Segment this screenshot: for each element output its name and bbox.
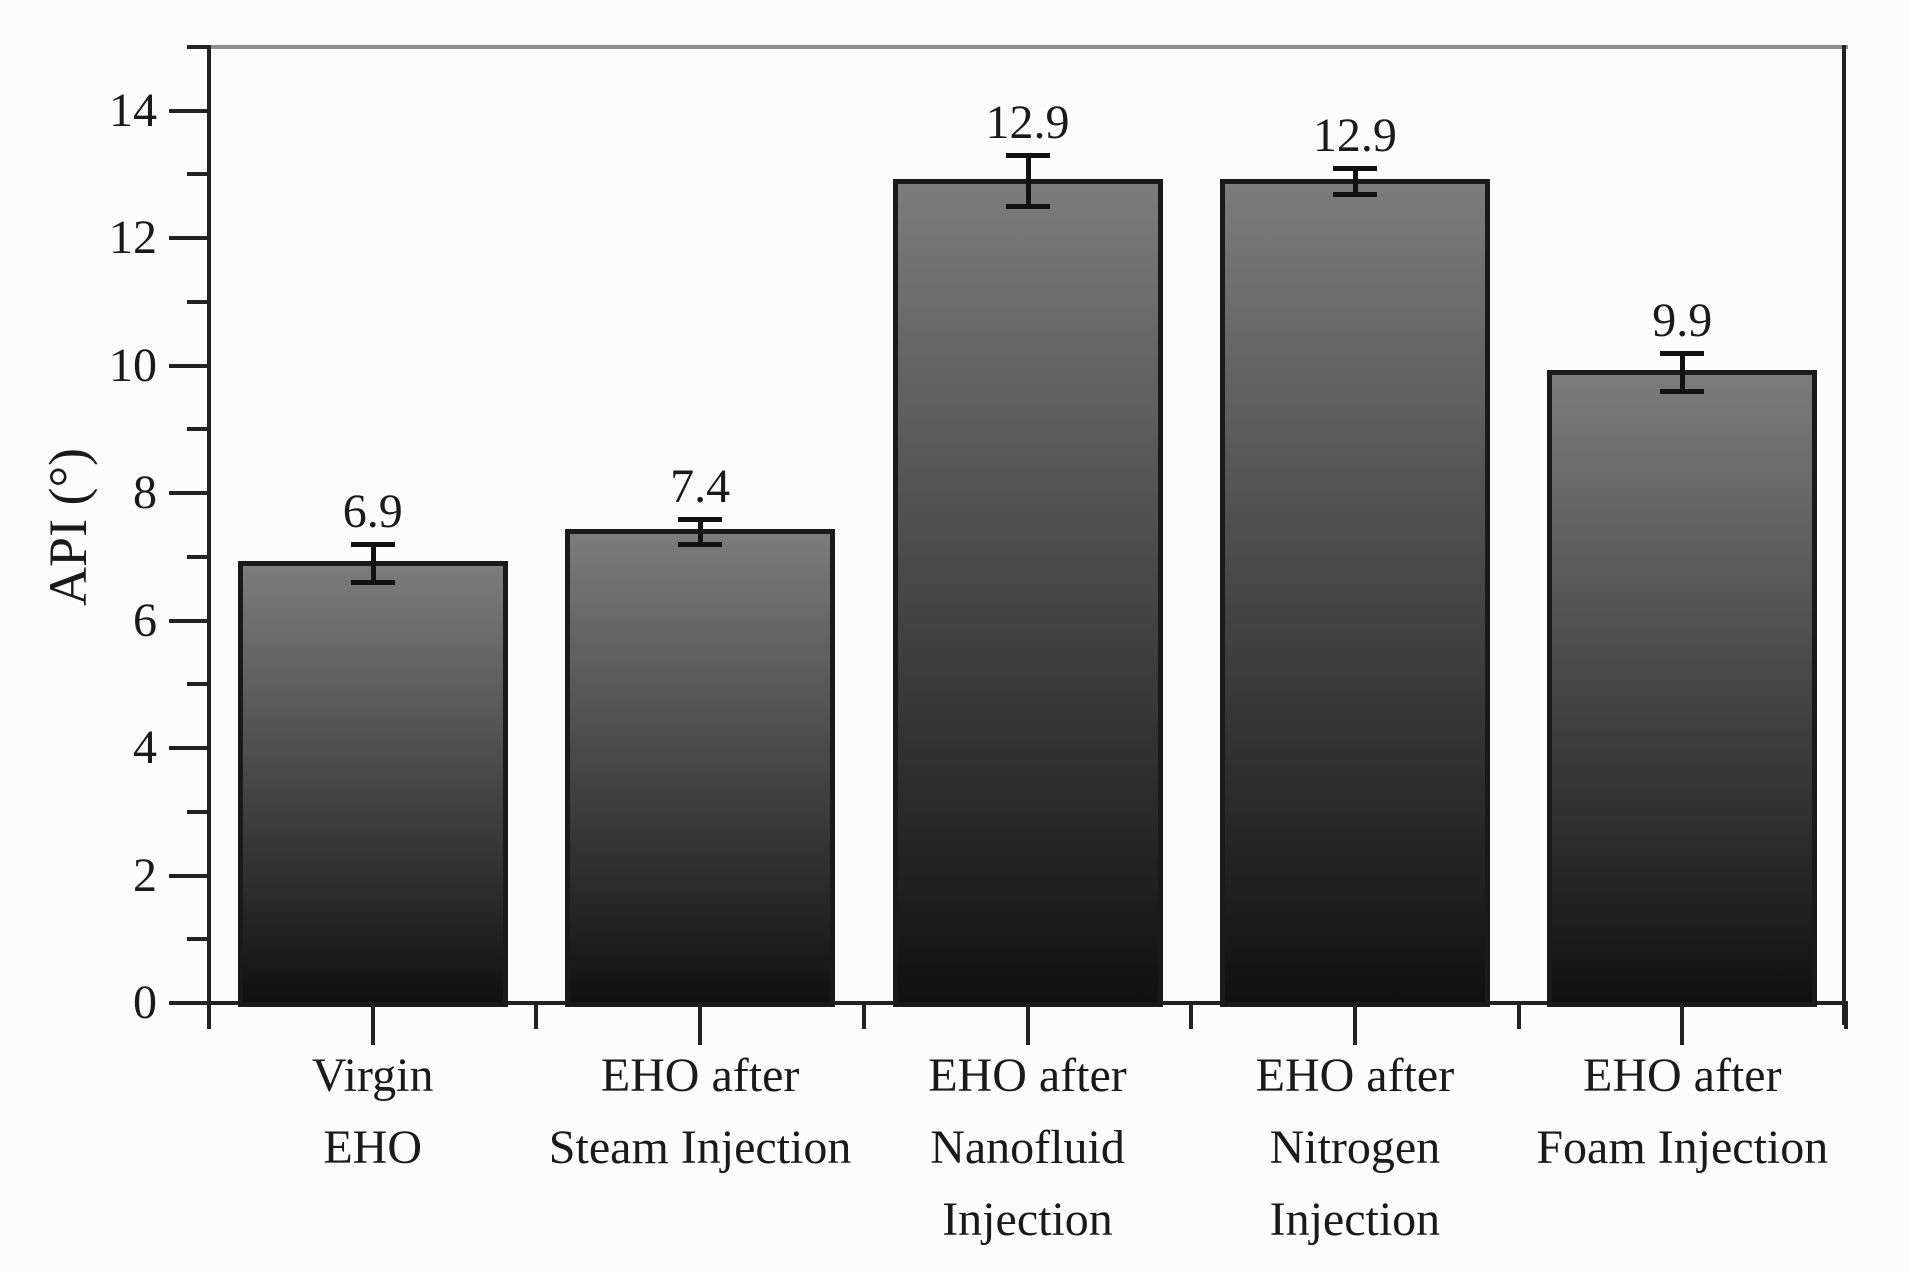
error-bar-stem — [1680, 352, 1686, 392]
y-minor-tick — [187, 809, 209, 814]
y-minor-tick — [187, 554, 209, 559]
x-major-tick — [1025, 1003, 1030, 1045]
bar-value-label: 9.9 — [1652, 293, 1713, 347]
x-category-label: EHO after — [600, 1049, 800, 1102]
x-category-label: Steam Injection — [548, 1121, 852, 1174]
y-minor-tick — [187, 682, 209, 687]
x-minor-tick — [861, 1003, 866, 1029]
x-major-tick — [1680, 1003, 1685, 1045]
y-minor-tick — [187, 45, 209, 49]
y-major-tick — [169, 363, 209, 368]
y-major-tick — [169, 108, 209, 113]
y-minor-tick — [187, 172, 209, 177]
error-bar-cap-top — [1005, 153, 1050, 159]
x-category-label: Foam Injection — [1536, 1121, 1829, 1174]
error-bar-stem — [1352, 168, 1358, 194]
error-bar-cap-top — [1332, 166, 1377, 172]
error-bar-stem — [1025, 155, 1031, 207]
y-axis-spine — [207, 45, 211, 1025]
error-bar-stem — [698, 518, 704, 545]
x-category-label: Nanofluid — [930, 1121, 1125, 1174]
y-minor-tick — [187, 427, 209, 432]
plot-border-right — [1842, 45, 1846, 1025]
x-category-label: EHO after — [1255, 1049, 1455, 1102]
bar-value-label: 12.9 — [985, 96, 1070, 150]
bar — [1547, 370, 1818, 1007]
x-minor-tick — [1189, 1003, 1194, 1029]
x-major-tick — [698, 1003, 703, 1045]
bar — [1219, 178, 1490, 1007]
error-bar-cap-bottom — [1332, 191, 1377, 197]
x-minor-tick — [534, 1003, 539, 1029]
bar-value-label: 12.9 — [1312, 109, 1397, 163]
y-tick-label: 6 — [133, 593, 157, 647]
bar — [565, 529, 836, 1007]
y-major-tick — [169, 873, 209, 878]
x-major-tick — [1352, 1003, 1357, 1045]
x-category-label: Injection — [1269, 1193, 1441, 1246]
y-major-tick — [169, 1001, 209, 1005]
error-bar-stem — [370, 544, 376, 583]
y-major-tick — [169, 746, 209, 751]
x-category-label: EHO after — [928, 1049, 1127, 1102]
error-bar-cap-bottom — [1660, 389, 1705, 395]
x-category-label: Nitrogen — [1269, 1121, 1441, 1174]
y-tick-label: 10 — [109, 338, 157, 392]
error-bar-cap-bottom — [350, 580, 395, 586]
x-minor-tick — [1844, 1003, 1848, 1029]
x-category-label: Injection — [942, 1193, 1113, 1246]
error-bar-cap-top — [1660, 350, 1705, 356]
x-category-label: EHO — [323, 1121, 423, 1174]
error-bar-cap-bottom — [678, 542, 723, 548]
y-tick-label: 14 — [109, 83, 157, 137]
x-category-label: Virgin — [311, 1049, 434, 1102]
y-tick-label: 8 — [133, 466, 157, 520]
y-major-tick — [169, 618, 209, 623]
plot-border-top — [207, 45, 1848, 49]
y-tick-label: 0 — [133, 976, 157, 1029]
y-major-tick — [169, 236, 209, 241]
x-category-label: EHO after — [1583, 1049, 1782, 1102]
x-major-tick — [370, 1003, 375, 1045]
y-minor-tick — [187, 299, 209, 304]
y-major-tick — [169, 491, 209, 496]
error-bar-cap-top — [350, 542, 395, 548]
bar-value-label: 7.4 — [670, 459, 731, 513]
y-tick-label: 2 — [133, 848, 157, 902]
bar-value-label: 6.9 — [342, 485, 403, 539]
y-minor-tick — [187, 937, 209, 942]
error-bar-cap-top — [678, 516, 723, 522]
y-tick-label: 4 — [133, 721, 157, 775]
y-tick-label: 12 — [109, 211, 157, 265]
error-bar-cap-bottom — [1005, 204, 1050, 210]
bar — [892, 178, 1163, 1007]
x-minor-tick — [207, 1003, 211, 1029]
bar — [237, 561, 508, 1007]
x-minor-tick — [1516, 1003, 1521, 1029]
